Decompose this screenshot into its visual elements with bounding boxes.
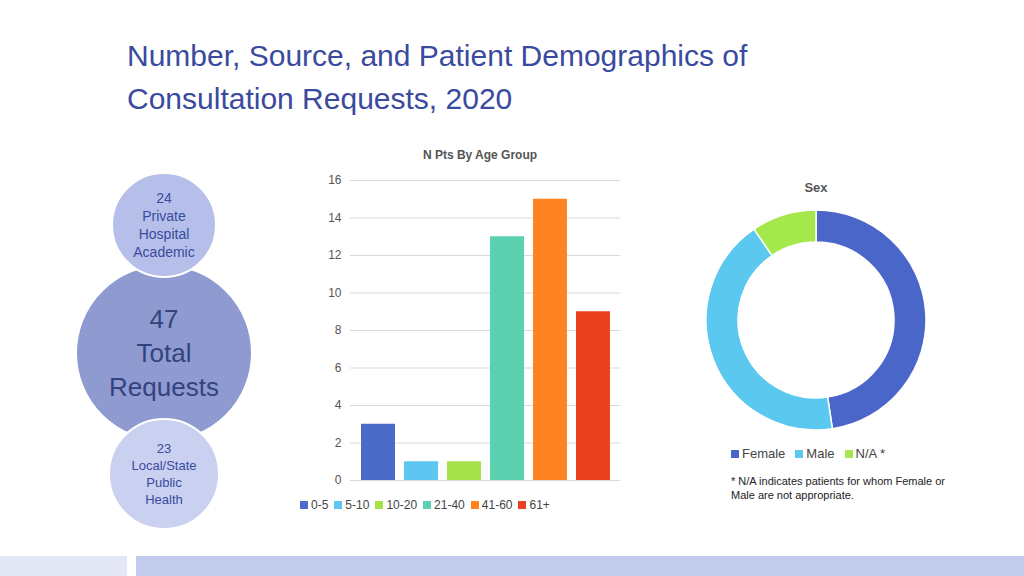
- svg-text:16: 16: [328, 173, 342, 187]
- svg-text:Public: Public: [146, 475, 182, 490]
- svg-text:Requests: Requests: [109, 372, 219, 402]
- html-text:21-40: 21-40: [434, 498, 465, 512]
- svg-text:4: 4: [335, 398, 342, 412]
- svg-text:Academic: Academic: [133, 244, 194, 260]
- html-text:N Pts By Age Group: N Pts By Age Group: [422, 148, 538, 162]
- svg-text:Private: Private: [142, 208, 186, 224]
- svg-text:Hospital: Hospital: [139, 226, 190, 242]
- html-text:Sex: Sex: [804, 180, 828, 195]
- html-text:5-10: 5-10: [345, 498, 370, 512]
- html-text:61+: 61+: [529, 498, 550, 512]
- svg-text:Total: Total: [137, 338, 192, 368]
- svg-text:2: 2: [335, 436, 342, 450]
- svg-text:8: 8: [335, 323, 342, 337]
- svg-text:12: 12: [328, 248, 342, 262]
- svg-text:Health: Health: [145, 492, 183, 507]
- svg-text:24: 24: [156, 190, 172, 206]
- html-text:10-20: 10-20: [386, 498, 418, 512]
- html-text:* N/A indicates patients for w: * N/A indicates patients for whom Female…: [731, 475, 945, 501]
- svg-text:10: 10: [328, 286, 342, 300]
- svg-text:0: 0: [335, 473, 342, 487]
- html-text:Female: Female: [742, 446, 786, 461]
- html-text:41-60: 41-60: [481, 498, 513, 512]
- svg-text:Local/State: Local/State: [131, 458, 196, 473]
- html-text:N/A *: N/A *: [855, 446, 886, 461]
- svg-text:6: 6: [335, 361, 342, 375]
- html-text:Male: Male: [806, 446, 835, 461]
- svg-text:14: 14: [328, 211, 342, 225]
- html-text:Number, Source, and Patient De: Number, Source, and Patient Demographics…: [127, 39, 748, 115]
- svg-text:23: 23: [157, 441, 171, 456]
- svg-text:47: 47: [150, 304, 179, 334]
- html-text:0-5: 0-5: [311, 498, 329, 512]
